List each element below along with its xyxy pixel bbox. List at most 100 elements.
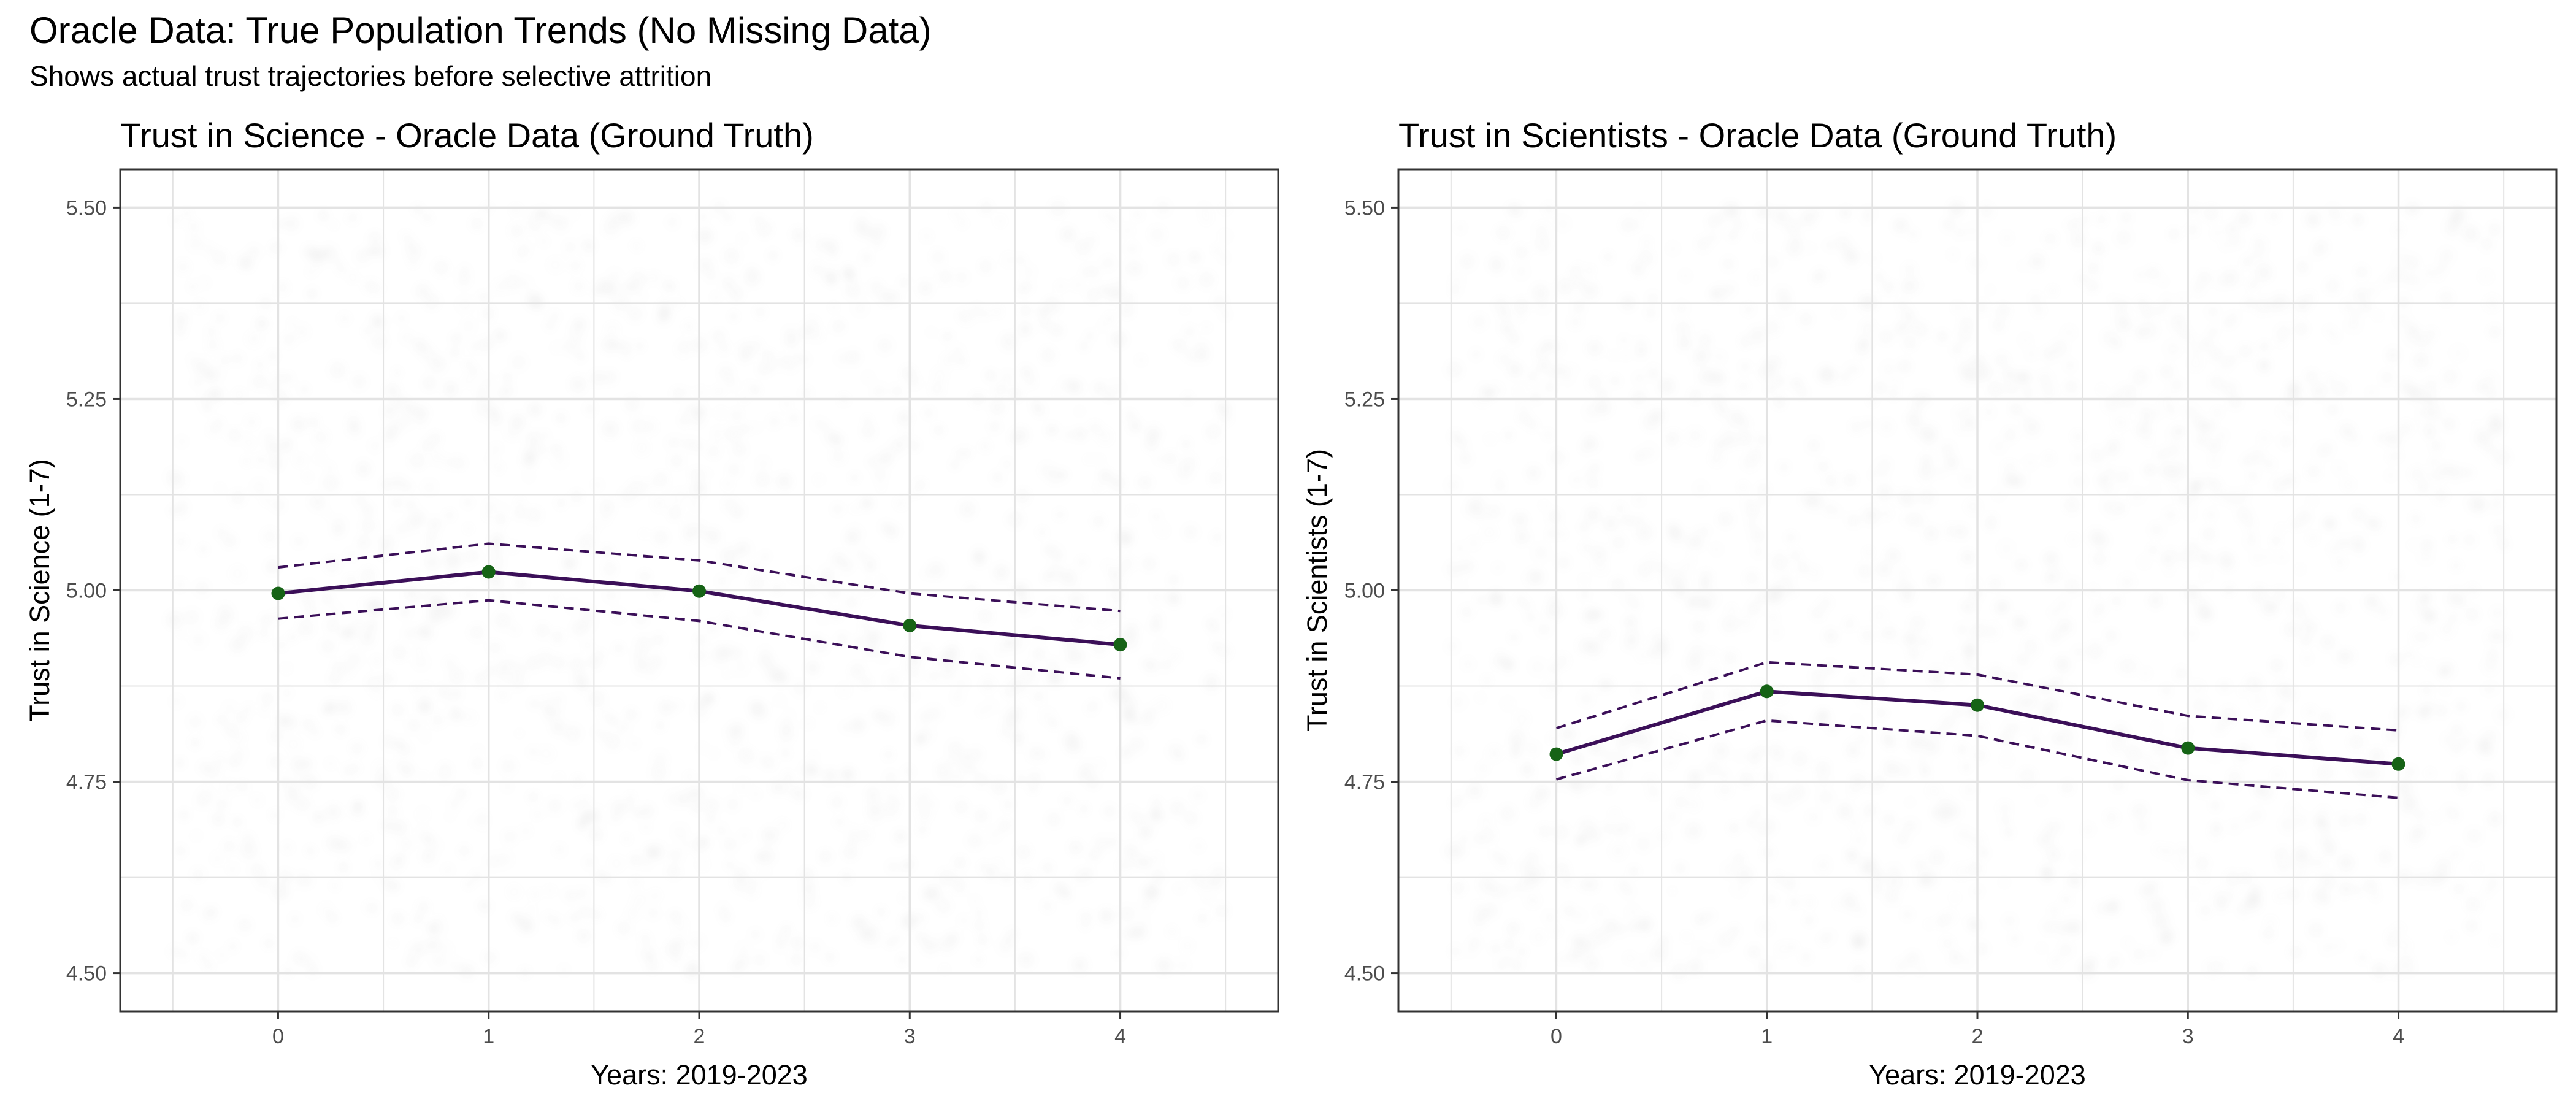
- raw-data-point: [1929, 849, 1945, 865]
- raw-data-point: [669, 454, 683, 468]
- raw-data-point: [1458, 439, 1468, 449]
- raw-data-point: [1896, 321, 1906, 331]
- raw-data-point: [1075, 239, 1091, 256]
- raw-data-point: [1041, 900, 1053, 912]
- raw-data-point: [1874, 677, 1885, 688]
- raw-data-point: [1526, 419, 1538, 431]
- raw-data-point: [2333, 940, 2344, 951]
- raw-data-point: [2472, 497, 2488, 513]
- raw-data-point: [2272, 477, 2288, 493]
- raw-data-point: [2132, 948, 2145, 961]
- raw-data-point: [1476, 693, 1485, 702]
- raw-data-point: [1815, 857, 1831, 873]
- raw-data-point: [1924, 919, 1934, 929]
- raw-data-point: [1614, 826, 1623, 835]
- raw-data-point: [2159, 932, 2172, 946]
- raw-data-point: [572, 673, 587, 688]
- raw-data-point: [2367, 517, 2383, 532]
- raw-data-point: [2116, 299, 2128, 311]
- raw-data-point: [845, 282, 861, 299]
- raw-data-point: [2414, 809, 2426, 821]
- upper-bound-line: [1555, 661, 2399, 732]
- raw-data-point: [284, 794, 297, 808]
- raw-data-point: [1168, 574, 1179, 585]
- raw-data-point: [639, 529, 648, 539]
- raw-data-point: [1086, 287, 1102, 303]
- raw-data-point: [2340, 881, 2352, 894]
- raw-data-point: [193, 358, 210, 376]
- raw-data-point: [355, 494, 367, 506]
- raw-data-point: [1701, 688, 1715, 703]
- raw-data-point: [1167, 926, 1178, 937]
- raw-data-point: [2337, 854, 2355, 872]
- raw-data-point: [373, 244, 387, 258]
- raw-data-point: [443, 865, 453, 875]
- raw-data-point: [515, 729, 524, 738]
- raw-data-point: [2024, 419, 2041, 435]
- raw-data-point: [1881, 361, 1896, 377]
- raw-data-point: [916, 913, 926, 922]
- raw-data-point: [427, 922, 440, 935]
- raw-data-point: [883, 802, 899, 818]
- y-tick-label: 4.50: [1344, 962, 1385, 986]
- raw-data-point: [1825, 240, 1835, 251]
- raw-data-point: [1901, 308, 1914, 321]
- raw-data-point: [2271, 769, 2284, 781]
- raw-data-point: [1124, 410, 1135, 420]
- raw-data-point: [1769, 613, 1778, 622]
- raw-data-point: [2439, 662, 2455, 677]
- raw-data-point: [2409, 466, 2425, 482]
- raw-data-point: [2473, 421, 2482, 430]
- raw-data-point: [2131, 803, 2147, 819]
- raw-data-point: [1496, 959, 1508, 971]
- series-group: [1549, 661, 2405, 799]
- raw-data-point: [1773, 396, 1785, 408]
- raw-data-point: [653, 530, 669, 545]
- raw-data-point: [685, 772, 695, 781]
- raw-data-point: [449, 707, 459, 718]
- raw-data-point: [800, 868, 814, 882]
- raw-data-point: [781, 924, 792, 935]
- raw-data-point: [263, 938, 275, 949]
- raw-data-point: [947, 740, 964, 757]
- raw-data-point: [1609, 843, 1627, 860]
- raw-data-point: [1874, 272, 1884, 282]
- raw-data-point: [2398, 295, 2410, 308]
- raw-data-point: [2092, 551, 2107, 567]
- raw-data-point: [2006, 382, 2018, 394]
- raw-data-point: [2367, 388, 2376, 397]
- raw-data-point: [240, 842, 258, 859]
- raw-data-point: [175, 846, 186, 856]
- raw-data-point: [1847, 677, 1858, 687]
- raw-data-point: [2431, 440, 2442, 451]
- raw-data-point: [2210, 348, 2223, 361]
- raw-data-point: [1859, 670, 1869, 681]
- raw-data-point: [1771, 553, 1788, 571]
- raw-data-point: [2420, 607, 2436, 623]
- raw-data-point: [784, 326, 796, 338]
- raw-data-point: [991, 779, 1008, 795]
- raw-data-point: [1474, 907, 1490, 922]
- raw-data-point: [1165, 590, 1179, 605]
- raw-data-point: [2037, 943, 2046, 953]
- raw-data-point: [2478, 269, 2493, 284]
- raw-data-point: [2188, 204, 2199, 216]
- raw-data-point: [177, 629, 186, 638]
- raw-data-point: [1893, 218, 1909, 233]
- raw-data-point: [1028, 783, 1038, 794]
- raw-data-point: [1073, 870, 1086, 883]
- raw-data-point: [1636, 730, 1652, 746]
- raw-data-point: [286, 737, 302, 753]
- raw-data-point: [1757, 919, 1773, 935]
- raw-data-point: [576, 929, 591, 943]
- raw-data-point: [1906, 798, 1915, 807]
- raw-data-point: [405, 500, 416, 510]
- raw-data-point: [467, 549, 480, 562]
- raw-data-point: [1000, 333, 1018, 350]
- raw-data-point: [921, 230, 933, 243]
- raw-data-point: [1962, 956, 1972, 967]
- raw-data-point: [2482, 772, 2496, 787]
- raw-data-point: [204, 961, 213, 971]
- raw-data-point: [845, 824, 857, 837]
